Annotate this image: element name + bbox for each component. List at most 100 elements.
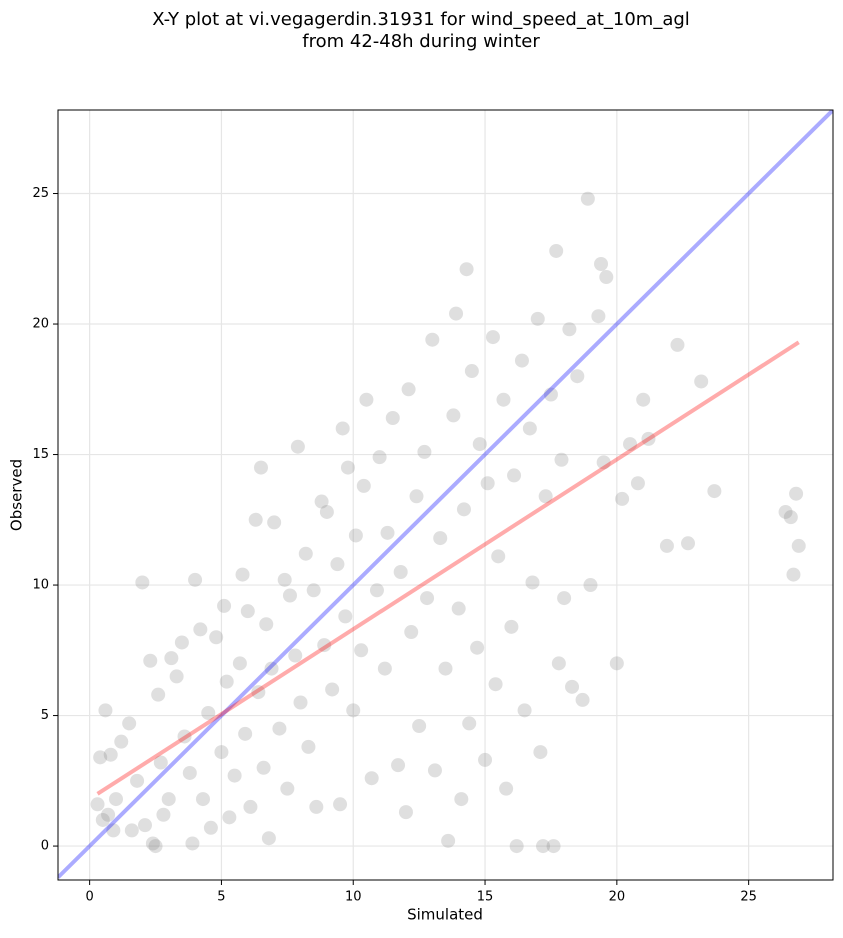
point xyxy=(496,392,511,407)
point xyxy=(135,575,150,590)
x-tick-label: 5 xyxy=(217,890,225,905)
point xyxy=(277,572,292,587)
point xyxy=(359,392,374,407)
point xyxy=(90,797,105,812)
point xyxy=(124,823,139,838)
point xyxy=(161,792,176,807)
point xyxy=(451,601,466,616)
point xyxy=(377,661,392,676)
point xyxy=(98,703,113,718)
chart-title: from 42-48h during winter xyxy=(302,31,540,52)
point xyxy=(380,525,395,540)
point xyxy=(108,792,123,807)
point xyxy=(235,567,250,582)
point xyxy=(591,309,606,324)
point xyxy=(364,771,379,786)
point xyxy=(338,609,353,624)
x-tick-label: 10 xyxy=(345,890,362,905)
point xyxy=(514,353,529,368)
x-axis-label: Simulated xyxy=(407,906,483,924)
point xyxy=(504,619,519,634)
point xyxy=(153,755,168,770)
point xyxy=(346,703,361,718)
point xyxy=(525,575,540,590)
point xyxy=(253,460,268,475)
point xyxy=(369,583,384,598)
point xyxy=(188,572,203,587)
point xyxy=(217,598,232,613)
point xyxy=(335,421,350,436)
point xyxy=(214,745,229,760)
point xyxy=(240,604,255,619)
point xyxy=(449,306,464,321)
fit-line xyxy=(96,340,800,796)
point xyxy=(409,489,424,504)
point xyxy=(433,531,448,546)
point xyxy=(401,382,416,397)
point xyxy=(786,567,801,582)
point xyxy=(551,656,566,671)
point xyxy=(459,262,474,277)
point xyxy=(103,747,118,762)
point xyxy=(293,695,308,710)
point xyxy=(583,578,598,593)
point xyxy=(95,812,110,827)
point xyxy=(485,330,500,345)
point xyxy=(238,726,253,741)
point xyxy=(549,243,564,258)
point xyxy=(148,839,163,854)
point xyxy=(164,651,179,666)
point xyxy=(201,705,216,720)
point xyxy=(317,638,332,653)
point xyxy=(130,773,145,788)
point xyxy=(185,836,200,851)
point xyxy=(195,792,210,807)
x-tick-label: 15 xyxy=(477,890,494,905)
point xyxy=(694,374,709,389)
point xyxy=(778,504,793,519)
point xyxy=(106,823,121,838)
point xyxy=(93,750,108,765)
point xyxy=(385,411,400,425)
point xyxy=(557,591,572,606)
point xyxy=(462,716,477,731)
point xyxy=(659,538,674,553)
point xyxy=(156,807,171,822)
point xyxy=(565,679,580,694)
point xyxy=(282,588,297,603)
y-tick-label: 0 xyxy=(41,839,49,854)
point xyxy=(456,502,471,517)
point xyxy=(517,703,532,718)
x-tick-label: 25 xyxy=(740,890,757,905)
x-tick-label: 20 xyxy=(609,890,626,905)
point xyxy=(636,392,651,407)
fit-line xyxy=(58,110,833,879)
point xyxy=(398,805,413,820)
point xyxy=(267,515,282,530)
point xyxy=(261,831,276,846)
point xyxy=(330,557,345,572)
point xyxy=(454,792,469,807)
point xyxy=(393,565,408,579)
plot-frame xyxy=(57,109,834,881)
point xyxy=(783,510,798,525)
point xyxy=(538,489,553,504)
point xyxy=(314,494,329,509)
point xyxy=(280,781,295,796)
point xyxy=(480,476,495,491)
point xyxy=(309,799,324,814)
point xyxy=(219,674,234,689)
point xyxy=(182,765,197,780)
point xyxy=(543,387,558,402)
point xyxy=(420,591,435,606)
point xyxy=(681,536,696,551)
point xyxy=(101,807,116,822)
point xyxy=(438,661,453,676)
point xyxy=(319,504,334,519)
point xyxy=(193,622,208,637)
point xyxy=(533,745,548,760)
point xyxy=(298,546,313,561)
point xyxy=(623,437,638,452)
point xyxy=(306,583,321,598)
point xyxy=(546,839,561,854)
